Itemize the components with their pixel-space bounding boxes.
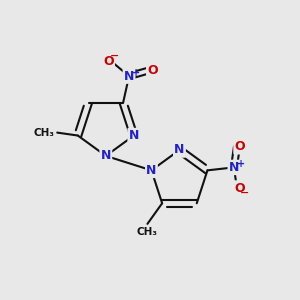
Text: O: O [235,140,245,153]
Text: N: N [100,149,111,162]
Text: O: O [235,182,245,194]
Text: N: N [100,149,111,162]
Text: O: O [103,55,114,68]
Text: O: O [235,182,245,194]
Text: −: − [240,188,249,198]
Text: CH₃: CH₃ [137,227,158,237]
Text: O: O [235,140,245,153]
Text: N: N [124,70,134,83]
Text: +: + [132,68,140,78]
Text: N: N [146,164,157,177]
Text: N: N [229,161,239,174]
Text: N: N [174,143,184,157]
Text: −: − [110,50,120,61]
Text: O: O [103,55,114,68]
Text: CH₃: CH₃ [33,128,54,138]
Text: O: O [147,64,158,77]
Text: +: + [237,160,245,170]
Text: N: N [229,161,239,174]
Text: N: N [174,143,184,157]
Text: N: N [146,164,157,177]
Text: N: N [129,129,139,142]
Text: N: N [129,129,139,142]
Text: O: O [147,64,158,77]
Text: N: N [124,70,134,83]
